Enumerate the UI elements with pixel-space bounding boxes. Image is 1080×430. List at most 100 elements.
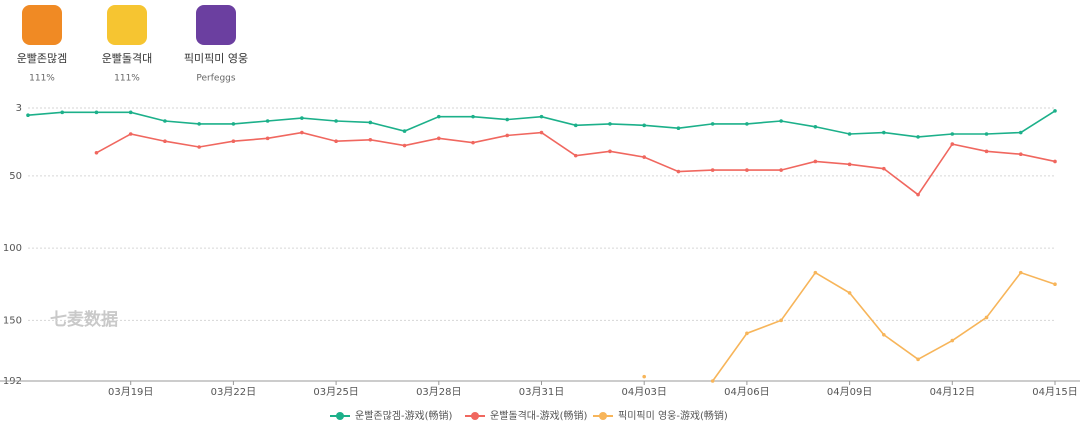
data-point: [710, 168, 715, 172]
data-point: [437, 114, 441, 119]
data-point: [847, 132, 852, 136]
data-point: [368, 120, 373, 125]
x-tick-label: 04月12日: [930, 386, 975, 398]
data-point: [642, 155, 646, 159]
data-point: [916, 192, 920, 197]
app-icon: [107, 5, 147, 45]
data-point: [265, 119, 270, 123]
data-point: [505, 117, 510, 122]
data-point: [573, 153, 578, 158]
y-tick-label: 100: [3, 243, 22, 254]
data-point: [505, 133, 510, 138]
data-point: [984, 149, 989, 154]
x-tick-label: 04月09日: [827, 386, 872, 398]
data-point: [916, 135, 920, 139]
data-point: [608, 149, 612, 154]
data-point: [950, 132, 955, 136]
data-point: [882, 130, 886, 135]
data-point: [745, 331, 749, 336]
data-point: [402, 129, 407, 133]
legend-marker: [599, 412, 607, 420]
data-point: [300, 130, 304, 135]
data-point: [163, 139, 167, 144]
data-point: [745, 122, 749, 126]
data-point: [437, 136, 441, 141]
data-point: [128, 132, 133, 136]
legend-marker: [471, 412, 479, 420]
x-tick-label: 03月31日: [519, 386, 564, 398]
y-tick-label: 50: [9, 171, 22, 182]
x-tick-label: 03月19日: [108, 386, 153, 398]
data-point: [231, 139, 236, 144]
data-point: [300, 116, 304, 120]
data-point: [779, 318, 783, 323]
data-point: [813, 124, 818, 129]
app-list: 운빨존많겜 111% 운빨돌격대 111% 픽미픽미 영웅 Perfeggs: [17, 5, 248, 84]
x-tick-label: 03月22日: [211, 386, 256, 398]
series-line: [96, 131, 1056, 196]
x-tick-label: 03月28日: [416, 386, 461, 398]
data-point: [471, 114, 475, 119]
data-point: [950, 142, 955, 146]
x-tick-label: 03月25日: [313, 386, 358, 398]
x-tick-label: 04月06日: [724, 386, 769, 398]
data-point: [950, 338, 955, 343]
data-point: [265, 136, 270, 141]
data-point: [882, 332, 886, 337]
data-point: [94, 110, 99, 115]
app-sub: Perfeggs: [196, 74, 235, 84]
data-point: [1053, 282, 1057, 287]
data-point: [1018, 152, 1023, 157]
data-point: [539, 130, 544, 135]
app-icon: [22, 5, 62, 45]
series-line: [712, 271, 1056, 382]
data-point: [539, 114, 544, 119]
watermark: 七麦数据: [50, 309, 118, 330]
data-point: [368, 137, 373, 142]
app-sub: 111%: [114, 74, 140, 84]
data-point: [471, 140, 475, 145]
data-point: [94, 150, 99, 155]
data-point: [779, 168, 783, 172]
app-name: 운빨존많겜: [17, 52, 68, 65]
data-point: [847, 291, 852, 295]
data-point: [642, 374, 646, 379]
data-point: [676, 126, 681, 131]
data-point: [163, 119, 167, 123]
data-point: [1018, 130, 1023, 135]
data-point: [642, 123, 646, 128]
data-point: [984, 315, 989, 320]
data-point: [231, 122, 236, 126]
app-sub: 111%: [29, 74, 55, 84]
y-tick-label: 150: [3, 315, 22, 326]
legend-label: 운빨존많겜-游戏(畅销): [355, 409, 453, 422]
data-point: [882, 166, 886, 171]
data-point: [813, 270, 818, 275]
data-point: [26, 113, 30, 118]
data-point: [1053, 109, 1057, 113]
data-point: [916, 357, 920, 362]
y-tick-label: 3: [16, 103, 22, 114]
x-tick-label: 04月15日: [1032, 386, 1077, 398]
data-point: [197, 145, 201, 149]
data-point: [573, 123, 578, 128]
data-point: [710, 122, 715, 126]
data-point: [402, 143, 407, 148]
data-point: [710, 379, 715, 383]
app-name: 픽미픽미 영웅: [184, 52, 248, 65]
data-point: [197, 122, 201, 126]
data-point: [847, 162, 852, 167]
data-point: [676, 169, 681, 174]
data-point: [984, 132, 989, 136]
data-point: [1053, 159, 1057, 164]
app-icon: [196, 5, 236, 45]
app-name: 운빨돌격대: [102, 52, 153, 65]
x-tick-label: 04月03日: [621, 386, 666, 398]
data-point: [608, 122, 612, 126]
data-point: [60, 110, 65, 115]
legend-marker: [336, 412, 344, 420]
legend-label: 운빨돌격대-游戏(畅销): [490, 409, 588, 422]
data-point: [745, 168, 749, 172]
data-point: [779, 119, 783, 123]
